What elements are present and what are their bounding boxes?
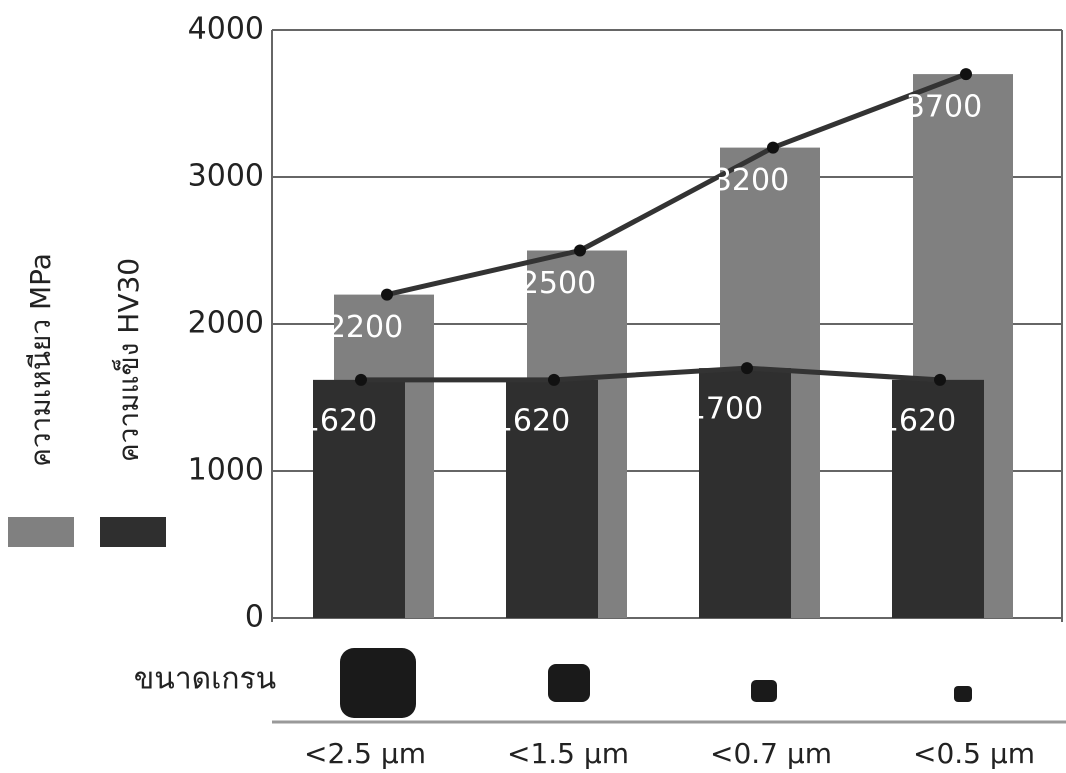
value-label: 1620 xyxy=(494,403,570,438)
legend-swatch xyxy=(100,517,166,547)
y-tick-label: 4000 xyxy=(188,12,264,47)
value-label: 2500 xyxy=(520,266,596,301)
x-axis-title: ขนาดเกรน xyxy=(134,662,276,697)
point xyxy=(574,245,586,257)
y-tick-label: 0 xyxy=(245,600,264,635)
point xyxy=(355,374,367,386)
legend-label: ความเหนียว MPa xyxy=(24,253,57,467)
value-label: 1620 xyxy=(301,403,377,438)
legend-label: ความแข็ง HV30 xyxy=(111,258,145,462)
y-tick-label: 3000 xyxy=(188,159,264,194)
value-label: 3200 xyxy=(713,163,789,198)
value-label: 1700 xyxy=(687,392,763,427)
trend-line xyxy=(387,74,966,295)
y-tick-label: 1000 xyxy=(188,453,264,488)
x-tick-label: <1.5 µm xyxy=(507,737,629,770)
grain-icon xyxy=(954,686,972,702)
value-label: 3700 xyxy=(906,90,982,125)
y-tick-label: 2000 xyxy=(188,306,264,341)
grain-icon xyxy=(340,648,416,718)
point xyxy=(767,142,779,154)
grain-icon xyxy=(548,664,590,702)
value-label: 2200 xyxy=(327,310,403,345)
x-tick-label: <0.5 µm xyxy=(913,737,1035,770)
point xyxy=(934,374,946,386)
x-tick-label: <2.5 µm xyxy=(304,737,426,770)
point xyxy=(741,362,753,374)
point xyxy=(548,374,560,386)
trend-line xyxy=(361,368,940,380)
grain-icon xyxy=(751,680,777,702)
x-tick-label: <0.7 µm xyxy=(710,737,832,770)
point xyxy=(381,289,393,301)
legend-swatch xyxy=(8,517,74,547)
value-label: 1620 xyxy=(880,403,956,438)
point xyxy=(960,68,972,80)
chart: ขนาดเกรน 0 1000 2000 3000 4000 2200 2500 3200 37… xyxy=(0,0,1066,773)
